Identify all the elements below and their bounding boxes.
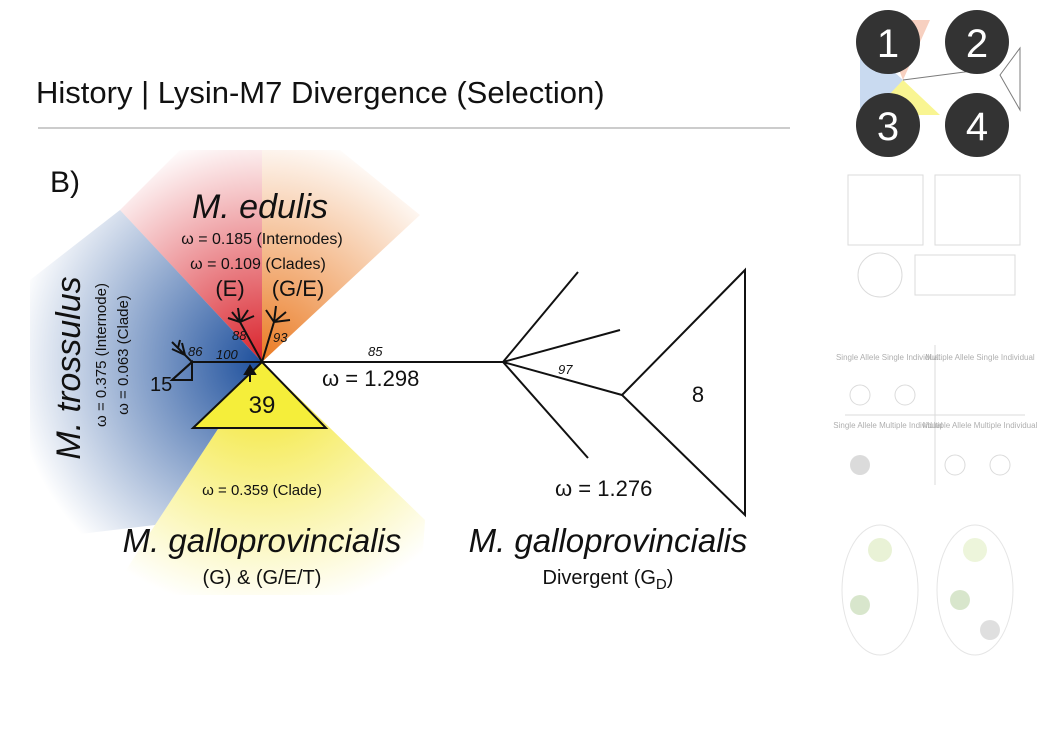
group-text: ): [667, 567, 674, 589]
thumb-text: Multiple Allele Single Individual: [925, 353, 1035, 362]
support-value: 100: [216, 347, 238, 362]
group-subscript: D: [656, 576, 667, 593]
support-value: 88: [232, 328, 247, 343]
species-label: M. trossulus: [50, 276, 88, 459]
species-label: M. galloprovincialis: [123, 522, 402, 559]
species-label: M. galloprovincialis: [469, 522, 748, 559]
group-text: Divergent (G: [543, 567, 656, 589]
badge-number: 4: [966, 105, 988, 149]
support-value: 85: [368, 344, 383, 359]
thumbnail[interactable]: [841, 524, 1014, 656]
clade-count: 8: [692, 382, 704, 407]
gallo-wedge: [110, 362, 425, 595]
slide-title: History | Lysin-M7 Divergence (Selection…: [36, 75, 605, 110]
clade-count: 15: [150, 374, 172, 396]
omega-label: ω = 0.359 (Clade): [202, 482, 322, 499]
group-label: (G) & (G/E/T): [203, 567, 322, 589]
omega-label: ω = 0.063 (Clade): [115, 295, 132, 415]
support-value: 97: [558, 362, 573, 377]
edulis-ge-wedge: [262, 150, 420, 362]
species-label: M. edulis: [192, 188, 328, 226]
thumb-text: Single Allele Single Individual: [836, 353, 940, 362]
badge[interactable]: [945, 10, 1009, 74]
omega-label: ω = 0.185 (Internodes): [181, 231, 342, 248]
omega-label: ω = 1.276: [555, 476, 652, 501]
trossulus-wedge: [30, 210, 262, 540]
group-label: Divergent (GD): [543, 567, 674, 593]
group-label: (G/E): [272, 276, 325, 301]
thumbnail[interactable]: Single Allele Single Individual Multiple…: [833, 345, 1038, 485]
thumbnail[interactable]: [847, 174, 1021, 298]
badge-number: 1: [877, 22, 899, 66]
support-value: 93: [273, 330, 288, 345]
clade-count: 39: [249, 392, 276, 419]
edulis-e-wedge: [120, 150, 262, 362]
badges: 1 2 3 4: [856, 10, 1009, 157]
omega-label: ω = 0.109 (Clades): [190, 256, 326, 273]
wedges: [30, 150, 425, 595]
omega-label: ω = 1.298: [322, 366, 419, 391]
badge-number: 2: [966, 22, 988, 66]
tree: [169, 267, 746, 518]
thumb-text: Single Allele Multiple Individual: [833, 421, 943, 430]
thumb-text: Multiple Allele Multiple Individual: [923, 421, 1038, 430]
omega-label: ω = 0.375 (Internode): [93, 283, 110, 427]
badge[interactable]: [856, 93, 920, 157]
badge-number: 3: [877, 105, 899, 149]
group-label: (E): [215, 276, 244, 301]
panel-label: B): [50, 166, 80, 199]
thumbnail-strip: 1 2 3 4 Single Allele Single Individual …: [833, 10, 1038, 656]
support-value: 86: [188, 344, 203, 359]
badge[interactable]: [856, 10, 920, 74]
badge[interactable]: [945, 93, 1009, 157]
